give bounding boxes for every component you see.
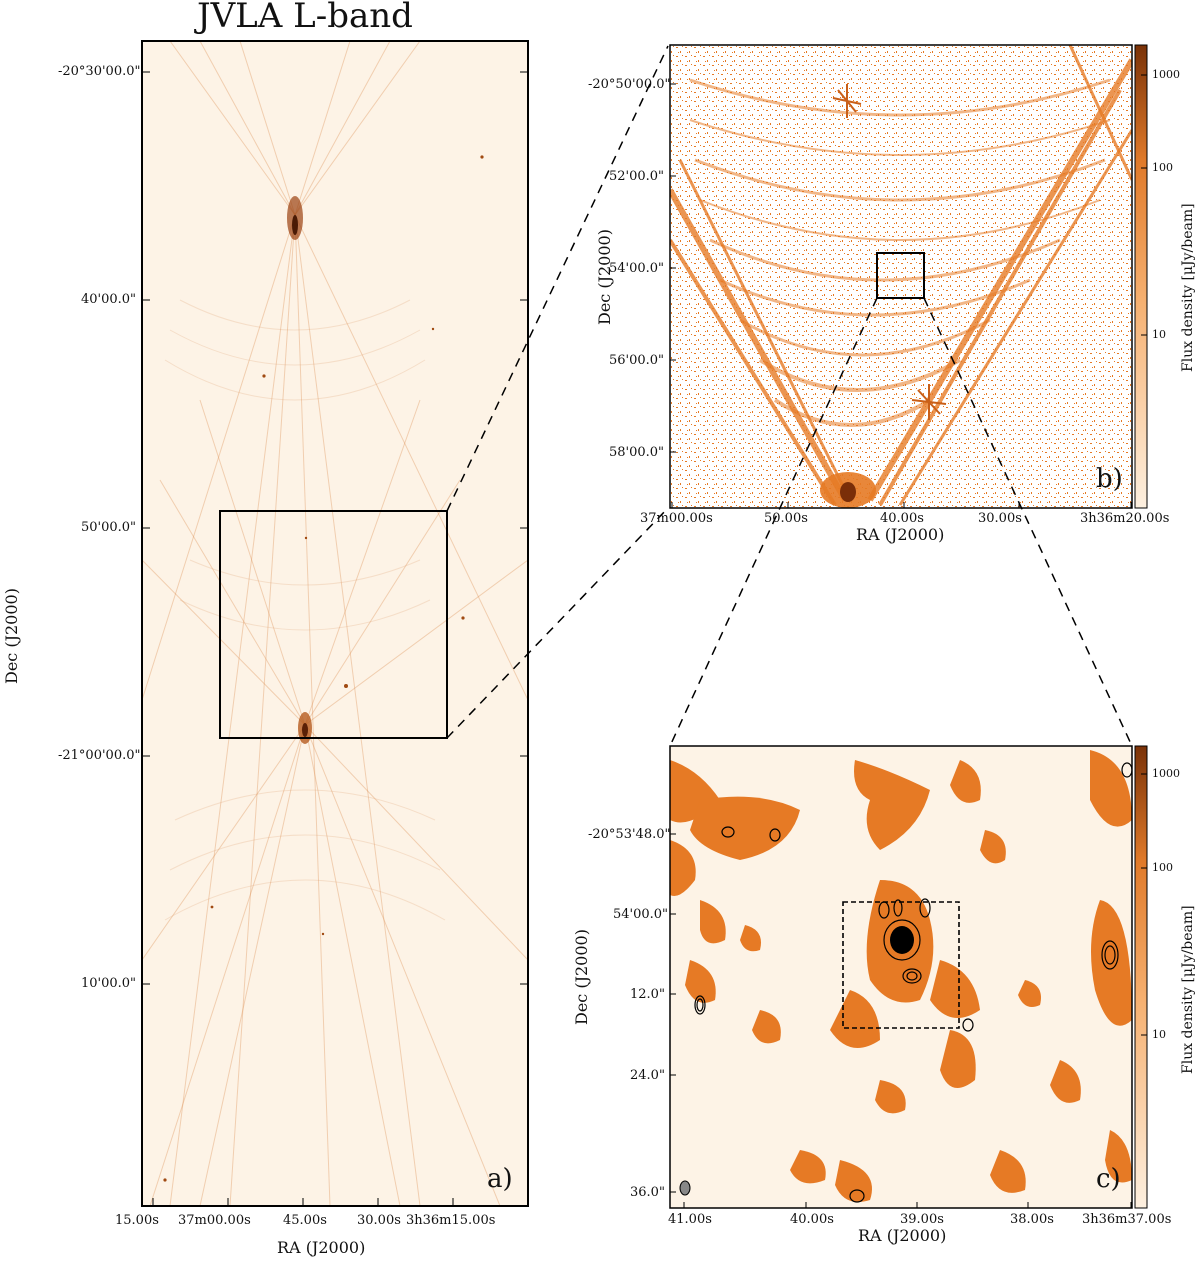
panel-c-image	[669, 745, 1133, 1209]
panel-c-dec-tick: 36.0"	[630, 1185, 665, 1200]
panel-a-ra-tick: 37m00.00s	[178, 1213, 251, 1228]
panel-b-colorbar-tick: 1000	[1152, 68, 1180, 81]
panel-c-dashed-box	[842, 901, 960, 1029]
panel-b-ra-tick: 50.00s	[764, 511, 808, 526]
panel-c-colorbar-tick: 10	[1152, 1028, 1166, 1041]
panel-c-xlabel: RA (J2000)	[858, 1226, 947, 1245]
panel-b-image	[669, 44, 1133, 509]
panel-a-dec-tick: 40'00.0"	[81, 292, 137, 307]
panel-c-ylabel: Dec (J2000)	[572, 929, 591, 1025]
panel-b-colorbar	[1134, 44, 1148, 509]
panel-b-dec-tick: 56'00.0"	[609, 353, 665, 368]
panel-c-central-source	[883, 899, 922, 984]
panel-b-dec-tick: 58'00.0"	[609, 445, 665, 460]
panel-c-ra-tick: 40.00s	[790, 1212, 834, 1227]
panel-a-letter: a)	[487, 1164, 513, 1194]
panel-b-source-upper	[832, 84, 862, 118]
connector-a-b	[446, 45, 669, 739]
panel-b-zoom-box	[876, 252, 925, 299]
panel-b-colorbar-label: Flux density [μJy/beam]	[1180, 203, 1196, 372]
figure-title: JVLA L-band	[197, 0, 413, 36]
panel-c-dec-tick: 54'00.0"	[613, 907, 669, 922]
panel-c-letter: c)	[1096, 1164, 1121, 1194]
panel-c-beam	[679, 1180, 691, 1196]
panel-b-source-lower	[911, 384, 947, 420]
panel-c-dec-tick: 12.0"	[630, 987, 665, 1002]
panel-a-xlabel: RA (J2000)	[277, 1238, 366, 1257]
panel-a-dec-tick: 50'00.0"	[81, 520, 137, 535]
panel-b-letter: b)	[1096, 464, 1123, 494]
panel-c-colorbar-label: Flux density [μJy/beam]	[1180, 905, 1196, 1074]
panel-b-ra-tick: 30.00s	[978, 511, 1022, 526]
panel-b-colorbar-tick: 100	[1152, 161, 1173, 174]
panel-a-ra-tick: 15.00s	[115, 1213, 159, 1228]
panel-b-colorbar-tick: 10	[1152, 328, 1166, 341]
panel-c-colorbar	[1134, 745, 1148, 1209]
panel-b-dec-tick: 52'00.0"	[609, 169, 665, 184]
panel-a-ra-tick: 45.00s	[283, 1213, 327, 1228]
panel-c-ra-tick: 39.00s	[900, 1212, 944, 1227]
panel-b-ra-tick: 3h36m20.00s	[1080, 511, 1170, 526]
panel-c-contours	[694, 762, 1132, 1203]
panel-c-ra-tick: 38.00s	[1010, 1212, 1054, 1227]
panel-c-colorbar-tick: 100	[1152, 861, 1173, 874]
panel-b-ra-tick: 40.00s	[880, 511, 924, 526]
panel-b-ylabel: Dec (J2000)	[595, 229, 614, 325]
panel-c-dec-tick: -20°53'48.0"	[588, 827, 671, 842]
panel-a-ra-tick: 30.00s	[357, 1213, 401, 1228]
panel-b-dec-tick: -20°50'00.0"	[588, 77, 671, 92]
panel-c-ra-tick: 3h36m37.00s	[1082, 1212, 1172, 1227]
panel-b-xlabel: RA (J2000)	[856, 525, 945, 544]
panel-a-dec-tick: 10'00.0"	[81, 976, 137, 991]
panel-b-dec-tick: 54'00.0"	[609, 261, 665, 276]
panel-c-dec-tick: 24.0"	[630, 1068, 665, 1083]
panel-a-dec-tick: -21°00'00.0"	[58, 748, 141, 763]
panel-b-ra-tick: 37m00.00s	[640, 511, 713, 526]
connector-b-c	[669, 297, 1133, 747]
panel-a-ra-tick: 3h36m15.00s	[406, 1213, 496, 1228]
panel-c-ra-tick: 41.00s	[668, 1212, 712, 1227]
panel-c-colorbar-tick: 1000	[1152, 767, 1180, 780]
panel-a-dec-tick: -20°30'00.0"	[58, 64, 141, 79]
panel-a-zoom-box	[219, 510, 448, 739]
panel-a-source-lower	[298, 712, 312, 744]
panel-a-source-upper	[287, 196, 303, 240]
panel-a-image	[141, 40, 529, 1207]
panel-a-ylabel: Dec (J2000)	[2, 588, 21, 684]
